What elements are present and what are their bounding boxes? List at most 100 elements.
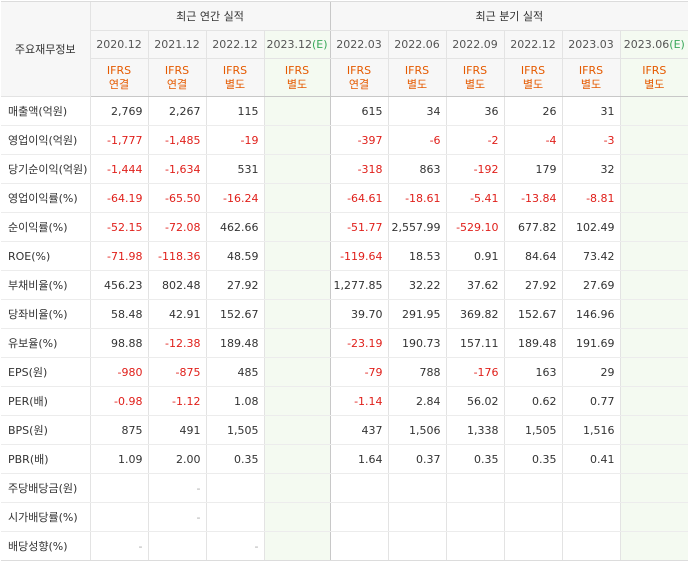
table-cell: -8.81 [561,183,621,213]
table-cell [147,531,206,561]
consolidation-type: 별도 [286,77,308,91]
table-cell: 27.69 [561,270,621,300]
table-cell: -3 [561,125,621,155]
table-cell: 2,267 [147,96,206,126]
table-cell [89,502,148,532]
table-cell: 102.49 [561,212,621,242]
table-cell [619,502,689,532]
period-row: 2020.12 2021.12 2022.12 2023.12(E) 2022.03 20… [1,30,689,59]
table-cell: 875 [89,415,148,445]
table-cell: -4 [503,125,563,155]
table-cell: 1,505 [503,415,563,445]
table-cell: -72.08 [147,212,206,242]
table-cell [561,531,621,561]
table-cell: -79 [329,357,389,387]
table-cell: 37.62 [445,270,505,300]
table-cell [263,444,331,474]
table-cell: 456.23 [89,270,148,300]
table-cell: -529.10 [445,212,505,242]
row-label: EPS(원) [1,357,90,387]
accounting-standard: IFRS [578,63,604,77]
table-cell: 1.08 [205,386,264,416]
accounting-standard: IFRS [642,63,667,77]
accounting-standard: IFRS [284,63,310,77]
accounting-type: IFRS 별도 [387,58,447,97]
consolidation-type: 연결 [108,77,130,91]
period-date: 2023.12 [266,38,312,51]
period-date: 2023.03 [568,38,614,51]
row-label: 순이익률(%) [1,212,90,242]
table-cell: 31 [561,96,621,126]
table-cell: 462.66 [205,212,264,242]
table-cell: -875 [147,357,206,387]
row-label: 시가배당률(%) [1,502,90,532]
table-cell [387,473,447,503]
table-cell: -192 [445,154,505,184]
period-header: 2022.06 [387,30,447,59]
accounting-type-row: IFRS 연결 IFRS 연결 IFRS 별도 IFRS 별도 IFRS 연결 IFRS 별도 IFRS… [1,58,689,97]
period-date: 2022.09 [452,38,498,51]
table-cell [263,154,331,184]
table-cell [561,502,621,532]
table-cell: -397 [329,125,389,155]
table-cell: 0.35 [205,444,264,474]
consolidation-type: 별도 [644,77,665,91]
table-cell: 369.82 [445,299,505,329]
table-cell: 179 [503,154,563,184]
table-cell: 32 [561,154,621,184]
consolidation-type: 별도 [406,77,428,91]
table-cell [503,531,563,561]
table-cell: 152.67 [205,299,264,329]
table-cell: 1,277.85 [329,270,389,300]
table-cell [263,241,331,271]
table-cell: 189.48 [205,328,264,358]
table-cell: 485 [205,357,264,387]
table-cell: -52.15 [89,212,148,242]
table-cell: 0.41 [561,444,621,474]
table-cell: 84.64 [503,241,563,271]
table-cell [503,473,563,503]
table-cell [619,473,689,503]
table-cell: 0.35 [503,444,563,474]
period-date: 2022.06 [394,38,440,51]
annual-results-title: 최근 연간 실적 [89,1,331,31]
table-cell [387,502,447,532]
table-cell [263,415,331,445]
table-cell [561,473,621,503]
table-row: 당기순이익(억원) -1,444 -1,634 531 -318 863 -192 179 32 [1,154,689,184]
table-cell [263,212,331,242]
table-row: 부채비율(%) 456.23 802.48 27.92 1,277.85 32.22 37.… [1,270,689,300]
table-cell: 36 [445,96,505,126]
consolidation-type: 연결 [348,77,370,91]
table-cell [387,531,447,561]
table-cell: -1,485 [147,125,206,155]
accounting-standard: IFRS [520,63,546,77]
table-cell: 2.00 [147,444,206,474]
table-row: 시가배당률(%) - [1,502,689,532]
row-label: 매출액(억원) [1,96,90,126]
table-cell [619,125,689,155]
row-label: PER(배) [1,386,90,416]
row-label: 영업이익률(%) [1,183,90,213]
table-cell: -1.14 [329,386,389,416]
table-cell: 73.42 [561,241,621,271]
table-row: EPS(원) -980 -875 485 -79 788 -176 163 29 [1,357,689,387]
table-row: 매출액(억원) 2,769 2,267 115 615 34 36 26 31 [1,96,689,126]
table-cell: 98.88 [89,328,148,358]
period-date: 2022.03 [336,38,382,51]
table-cell [205,502,264,532]
table-cell: 437 [329,415,389,445]
table-cell: 26 [503,96,563,126]
table-cell: 48.59 [205,241,264,271]
row-label: 영업이익(억원) [1,125,90,155]
table-cell [205,473,264,503]
accounting-standard: IFRS [164,63,190,77]
table-cell: 27.92 [503,270,563,300]
table-cell [445,502,505,532]
table-cell [263,270,331,300]
table-cell: 29 [561,357,621,387]
period-date: 2023.06 [623,38,670,51]
consolidation-type: 별도 [522,77,544,91]
table-cell [263,386,331,416]
table-cell [503,502,563,532]
